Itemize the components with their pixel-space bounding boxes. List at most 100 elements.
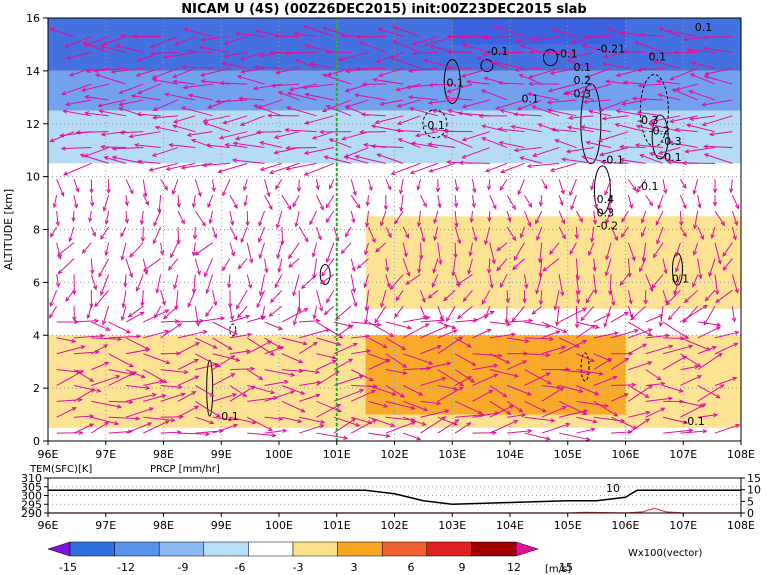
wind-vector [529,67,560,78]
wind-vector-head [619,157,625,163]
wind-vector [499,141,525,149]
wind-vector [82,83,109,92]
wind-vector [341,242,352,254]
wind-vector [517,99,542,111]
wind-vector-head [277,91,283,96]
wind-vector-head [527,202,533,208]
wind-vector [103,194,110,211]
wind-vector [212,321,238,335]
wind-vector [304,147,334,154]
wind-vector-head [50,232,55,238]
wind-vector [418,258,421,273]
wind-vector [365,290,370,311]
wind-vector [569,179,577,196]
wind-vector-head [72,290,77,296]
wind-vector [598,131,629,142]
wind-vector-head [607,207,613,213]
wind-vector-head [292,320,298,326]
wind-vector [141,290,144,306]
wind-vector [645,334,670,339]
wind-vector [264,337,281,349]
wind-vector [212,226,217,238]
wind-vector-head [149,44,155,49]
wind-vector [375,242,387,253]
wind-vector [264,179,270,197]
wind-vector-head [489,283,494,289]
wind-vector [229,210,234,225]
wind-vector [293,33,317,38]
wind-vector-head [453,253,458,259]
wind-vector-head [136,334,142,339]
wind-vector-head [489,310,495,315]
wind-vector [585,67,612,79]
wind-vector-head [103,344,109,349]
wind-vector-head [428,360,434,365]
wind-vector [288,242,300,259]
wind-vector [431,274,439,287]
wind-vector [194,258,201,275]
surface-x-tick-label: 104E [496,519,524,532]
wind-vector [316,404,341,418]
wind-vector [541,384,561,389]
wind-vector-head [651,283,656,289]
wind-vector-head [547,88,553,93]
y-tick-label: 12 [26,118,40,131]
wind-vector-head [236,75,243,80]
wind-vector [304,162,335,176]
wind-vector-head [202,121,209,127]
wind-vector [649,123,681,133]
wind-vector [203,115,231,122]
surface-x-tick-label: 96E [38,519,59,532]
w-contour [443,58,461,104]
wind-vector-head [190,138,197,144]
wind-vector [591,179,595,190]
wind-vector-head [371,238,376,244]
wind-vector-head [522,360,528,365]
contour-label: -0.2 [597,220,618,233]
wind-vector-head [172,119,179,124]
wind-vector-head [89,414,95,419]
wind-vector-head [192,234,198,240]
wind-vector-head [322,26,328,31]
contour-label: 0.1 [522,93,540,106]
wind-vector [287,92,317,101]
wind-vector-head [104,421,110,426]
wind-vector-head [365,334,371,339]
wind-vector-head [101,320,107,326]
wind-vector [506,226,517,241]
wind-vector-head [575,275,580,281]
wind-vector [223,115,248,124]
wind-vector-head [236,313,242,319]
wind-vector-head [422,315,427,321]
wind-vector [237,75,265,85]
wind-vector [420,377,446,386]
wind-vector [244,195,248,206]
wind-vector [627,178,637,191]
wind-vector-head [268,205,273,211]
wind-vector [558,384,583,393]
wind-vector-head [648,122,654,128]
contour-label: -0.3 [637,114,658,127]
wind-vector-head [507,217,512,223]
wind-vector [429,162,456,173]
wind-vector-head [98,109,104,114]
wind-vector-head [497,126,503,132]
wind-vector-head [288,87,295,92]
wind-vector-head [570,205,575,211]
wind-vector [105,242,110,256]
wind-vector [98,99,127,107]
wind-vector [371,145,404,149]
wind-vector-head [608,290,613,296]
wind-vector [229,368,255,371]
wind-vector-head [461,73,467,78]
wind-vector-head [419,254,424,261]
wind-vector-head [180,392,186,397]
contour-labels: 0.1-0.10.1-0.10.1-0.1 -0.210.10.20.3-0.3-… [221,21,712,428]
wind-vector [705,67,733,75]
wind-vector-head [561,157,567,162]
wind-vector-head [603,322,608,328]
wind-vector-head [433,236,438,242]
wind-vector [269,305,283,317]
wind-vector-head [631,96,637,101]
